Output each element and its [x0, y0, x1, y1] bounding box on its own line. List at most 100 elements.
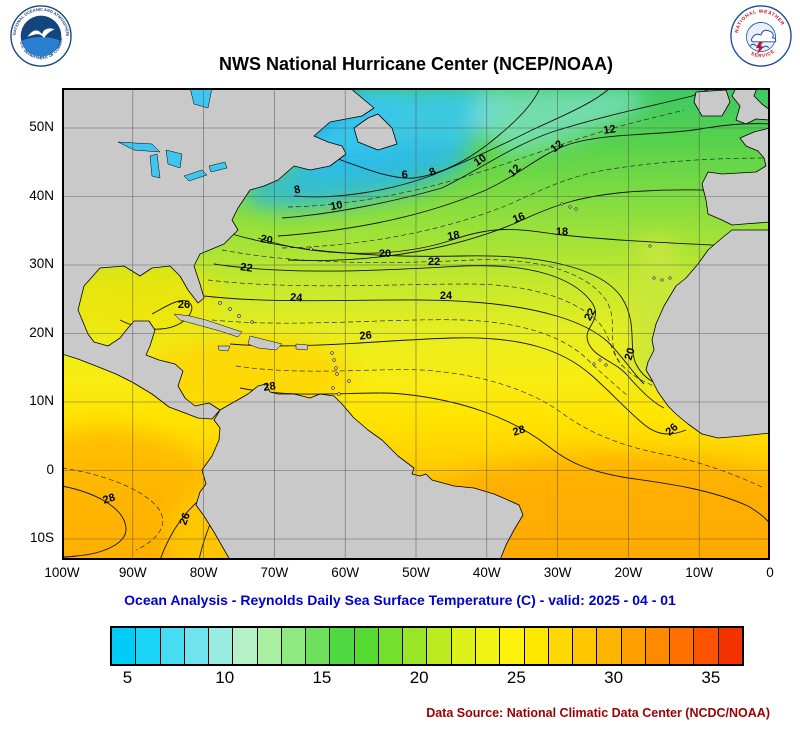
subtitle: Ocean Analysis - Reynolds Daily Sea Surf…	[124, 592, 676, 608]
nws-cloud-icon	[750, 29, 777, 43]
nws-lightning-icon	[756, 41, 764, 55]
colorbar-segment	[573, 628, 598, 664]
contour-label: 8	[293, 184, 301, 197]
contour-label: 20	[379, 248, 391, 260]
noaa-gull-icon	[27, 28, 55, 38]
colorbar-segment	[257, 628, 282, 664]
colorbar-segment	[524, 628, 549, 664]
y-axis-label: 50N	[29, 119, 54, 134]
colorbar-segment	[281, 628, 307, 664]
colorbar-segment	[330, 628, 355, 664]
x-axis-label: 10W	[685, 565, 714, 580]
colorbar-tick-label: 30	[604, 668, 624, 687]
colorbar-tick-label: 10	[215, 668, 235, 687]
colorbar-segment	[112, 628, 137, 664]
contour-label: 26	[178, 299, 190, 311]
sst-contours	[62, 88, 770, 560]
contour-label: 18	[446, 229, 460, 243]
x-axis-label: 70W	[260, 565, 289, 580]
contour-label: 16	[511, 210, 527, 226]
latlon-grid	[62, 88, 770, 560]
colorbar-segment	[136, 628, 161, 664]
colorbar-segment	[718, 628, 742, 664]
x-axis: 100W 90W 80W 70W 60W 50W 40W 30W 20W 10W 0	[44, 563, 773, 583]
nws-logo-image: NATIONAL WEATHER SERVICE	[730, 5, 792, 67]
cuba	[173, 313, 243, 338]
contour-label: 18	[556, 226, 568, 238]
noaa-logo: NATIONAL OCEANIC AND ATMOSPHERIC ADMINIS…	[8, 1, 72, 67]
contour-label: 26	[177, 511, 192, 527]
contour-label: 28	[511, 424, 526, 439]
x-axis-label: 20W	[614, 565, 643, 580]
x-axis-label: 40W	[472, 565, 501, 580]
puerto-rico	[295, 343, 309, 351]
iberia-france	[701, 127, 770, 226]
y-axis-label: 10S	[29, 530, 54, 545]
lake-huron	[165, 149, 183, 169]
colorbar-segment	[427, 628, 452, 664]
colorbar-segment	[548, 628, 574, 664]
nws-logo: NATIONAL WEATHER SERVICE	[730, 5, 792, 67]
colorbar-segment	[597, 628, 622, 664]
data-source-note: Data Source: National Climatic Data Cent…	[426, 706, 770, 720]
colorbar-segment	[209, 628, 234, 664]
y-axis-label: 0	[46, 461, 54, 477]
colorbar-segment	[451, 628, 476, 664]
x-axis-label: 0	[766, 565, 774, 580]
contour-label: 28	[101, 492, 116, 507]
colorbar-tick-label: 35	[701, 668, 721, 687]
contour-label: 10	[329, 199, 343, 213]
colorbar-tick-label: 25	[506, 668, 526, 687]
contour-label: 20	[623, 346, 638, 361]
contour-label: 12	[603, 123, 617, 137]
colorbar-segment	[160, 628, 185, 664]
y-axis-label: 30N	[29, 256, 54, 271]
x-axis-label: 90W	[118, 565, 147, 580]
contour-label: 10	[472, 152, 489, 169]
map-border	[62, 88, 770, 560]
contour-label: 26	[359, 329, 372, 342]
contour-label: 8	[427, 166, 438, 179]
colorbar-tick-label: 5	[122, 668, 133, 687]
small-islands	[218, 202, 672, 396]
y-axis: 50N 40N 30N 20N 10N 0 10S	[0, 88, 58, 560]
contour-label: 22	[582, 306, 598, 322]
colorbar-segment	[354, 628, 379, 664]
x-axis-label: 80W	[189, 565, 218, 580]
colorbar-segment	[621, 628, 646, 664]
y-axis-label: 40N	[29, 187, 54, 203]
south-america	[195, 383, 524, 560]
britain	[731, 88, 770, 125]
lakes	[117, 88, 228, 182]
lake-erie	[183, 169, 208, 182]
colorbar-segment	[233, 628, 258, 664]
colorbar-tick-label: 20	[409, 668, 429, 687]
x-axis-label: 50W	[402, 565, 430, 580]
colorbar-segment	[500, 628, 525, 664]
contour-label: 22	[428, 256, 440, 268]
y-axis-label: 10N	[29, 393, 54, 408]
north-america	[62, 88, 375, 420]
contour-label: 28	[263, 380, 277, 394]
hispaniola	[247, 335, 283, 351]
james-bay	[189, 88, 213, 109]
newfoundland	[353, 113, 398, 151]
nws-wave-icon	[750, 43, 770, 48]
colorbar-segment	[403, 628, 428, 664]
noaa-logo-image: NATIONAL OCEANIC AND ATMOSPHERIC ADMINIS…	[8, 1, 72, 67]
sst-map: 8 10 6 8 10 12 12 12 16 18 18 20 20 22 22 22 24 24 26 26 20 2…	[62, 88, 770, 560]
colorbar-segment	[306, 628, 331, 664]
lake-michigan	[149, 153, 161, 179]
colorbar	[110, 626, 744, 666]
contour-label: 24	[440, 290, 453, 302]
lake-ontario	[208, 161, 228, 173]
contour-label: 6	[401, 169, 408, 181]
colorbar-segment	[378, 628, 404, 664]
x-axis-label: 60W	[331, 565, 360, 580]
africa	[645, 229, 770, 439]
colorbar-segment	[694, 628, 719, 664]
colorbar-tick-label: 15	[312, 668, 332, 687]
